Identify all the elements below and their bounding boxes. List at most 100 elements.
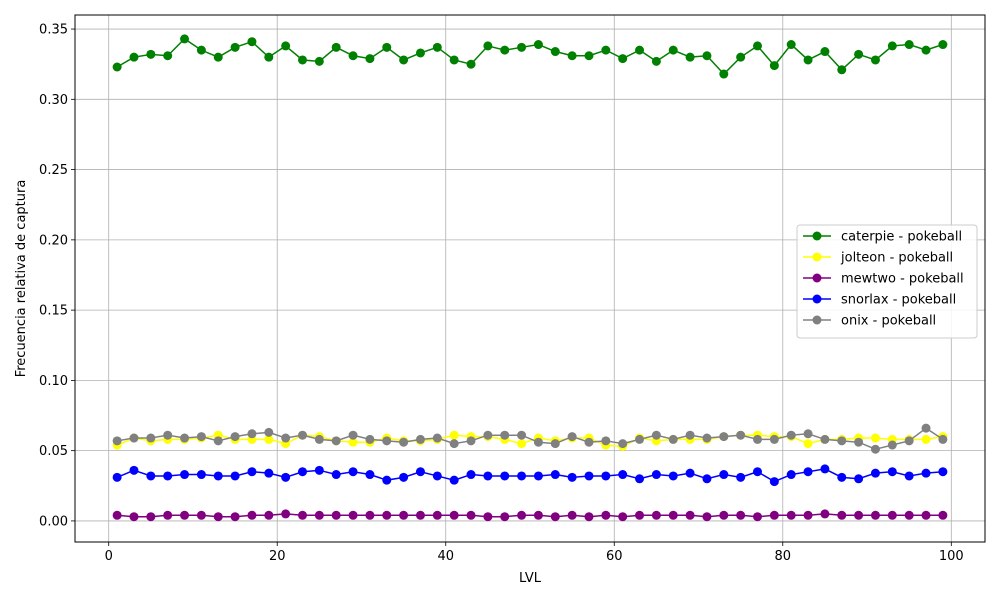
data-point — [483, 430, 493, 440]
data-point — [517, 430, 527, 440]
data-point — [533, 437, 543, 447]
x-tick-label: 100 — [939, 549, 964, 564]
data-point — [281, 41, 291, 51]
data-point — [719, 432, 729, 442]
data-point — [820, 464, 830, 474]
data-point — [702, 512, 712, 522]
data-point — [820, 509, 830, 519]
legend-label: jolteon - pokeball — [840, 251, 953, 266]
legend-label: onix - pokeball — [841, 314, 936, 329]
data-point — [247, 510, 257, 520]
legend-item: mewtwo - pokeball — [803, 272, 964, 287]
data-point — [904, 40, 914, 50]
data-point — [803, 510, 813, 520]
y-tick-label: 0.00 — [39, 514, 68, 529]
data-point — [129, 433, 139, 443]
data-point — [904, 436, 914, 446]
data-point — [887, 41, 897, 51]
data-point — [180, 433, 190, 443]
data-point — [769, 477, 779, 487]
data-point — [921, 468, 931, 478]
y-tick-label: 0.10 — [39, 374, 68, 389]
data-point — [281, 509, 291, 519]
data-point — [533, 510, 543, 520]
legend-item: caterpie - pokeball — [803, 230, 962, 245]
data-point — [854, 474, 864, 484]
data-point — [314, 510, 324, 520]
data-point — [264, 427, 274, 437]
y-tick-label: 0.25 — [39, 163, 68, 178]
data-point — [466, 59, 476, 69]
data-point — [753, 467, 762, 477]
data-point — [753, 434, 762, 444]
data-point — [567, 510, 577, 520]
data-point — [769, 434, 779, 444]
legend-marker — [812, 315, 822, 325]
data-point — [449, 439, 459, 449]
data-point — [230, 471, 240, 481]
data-point — [921, 434, 931, 444]
data-point — [635, 474, 645, 484]
legend-item: jolteon - pokeball — [803, 251, 953, 266]
data-point — [635, 45, 645, 55]
data-point — [938, 510, 948, 520]
data-point — [213, 471, 223, 481]
data-point — [163, 430, 173, 440]
legend-item: snorlax - pokeball — [803, 293, 956, 308]
data-point — [112, 436, 122, 446]
data-point — [365, 434, 375, 444]
data-point — [702, 433, 712, 443]
data-point — [449, 510, 459, 520]
data-point — [904, 510, 914, 520]
legend-item: onix - pokeball — [803, 314, 936, 329]
data-point — [651, 56, 661, 66]
data-point — [247, 429, 257, 439]
data-point — [196, 470, 206, 480]
data-point — [753, 41, 762, 51]
data-point — [146, 512, 156, 522]
data-point — [736, 52, 746, 62]
legend-box — [796, 224, 978, 339]
data-point — [415, 467, 425, 477]
data-point — [112, 510, 122, 520]
data-point — [921, 423, 931, 433]
data-point — [449, 475, 459, 485]
data-point — [146, 471, 156, 481]
data-point — [837, 65, 847, 75]
data-point — [837, 436, 847, 446]
series-mewtwo — [112, 509, 948, 522]
data-point — [719, 69, 729, 79]
data-point — [601, 45, 611, 55]
data-point — [365, 510, 375, 520]
data-point — [517, 42, 527, 52]
data-point — [668, 434, 678, 444]
data-point — [348, 437, 358, 447]
data-point — [837, 510, 847, 520]
data-point — [668, 510, 678, 520]
data-point — [483, 41, 493, 51]
data-point — [196, 432, 206, 442]
data-point — [180, 470, 190, 480]
data-point — [837, 472, 847, 482]
data-point — [129, 512, 139, 522]
data-point — [432, 42, 442, 52]
data-point — [854, 437, 864, 447]
data-point — [584, 512, 594, 522]
data-point — [382, 42, 392, 52]
data-point — [854, 510, 864, 520]
data-point — [281, 472, 291, 482]
legend-marker — [812, 252, 822, 262]
data-point — [500, 471, 510, 481]
data-point — [702, 474, 712, 484]
legend-marker — [812, 273, 822, 283]
data-point — [399, 55, 409, 65]
data-point — [870, 510, 880, 520]
data-point — [163, 51, 173, 61]
data-point — [887, 467, 897, 477]
data-point — [466, 436, 476, 446]
data-point — [803, 55, 813, 65]
data-point — [550, 470, 560, 480]
data-point — [298, 467, 307, 477]
data-point — [348, 510, 358, 520]
